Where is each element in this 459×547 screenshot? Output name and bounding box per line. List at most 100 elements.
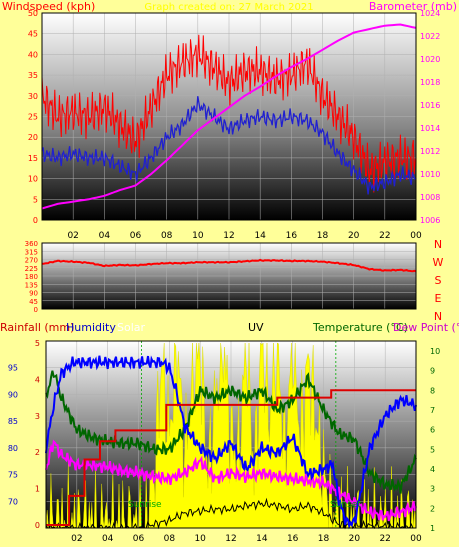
wind-y-tick: 50: [28, 9, 38, 18]
humidity-y-tick: 90: [8, 390, 18, 399]
rain-temp-x-tick: 14: [256, 534, 268, 543]
wind-y-tick: 45: [28, 30, 38, 39]
wind-x-tick: 12: [223, 231, 234, 241]
wind-frame: [41, 12, 417, 221]
dew-point-line: [45, 439, 417, 522]
baro-y-tick: 1022: [420, 32, 440, 41]
wind-x-tick: 08: [161, 231, 173, 241]
windspeed-axis-label: Windspeed (kph): [2, 0, 95, 13]
direction-y-tick: 90: [29, 290, 38, 298]
compass-label: E: [435, 292, 442, 305]
rainfall-legend: Rainfall (mm): [0, 321, 74, 334]
compass-label: N: [434, 238, 442, 251]
wind-x-tick: 22: [379, 231, 390, 241]
rain-temp-x-tick: 02: [71, 534, 82, 543]
wind-y-tick: 10: [28, 175, 38, 184]
rainfall-line: [46, 389, 416, 526]
wind-y-tick: 5: [33, 195, 38, 204]
baro-y-tick: 1014: [420, 124, 440, 133]
rain-temp-x-tick: 18: [318, 534, 330, 543]
rain-temp-x-tick: 20: [349, 534, 361, 543]
humidity-legend: Humidity: [66, 321, 116, 334]
rain-temp-x-tick: 12: [225, 534, 236, 543]
wind-direction-line: [42, 258, 417, 273]
rain-temp-series: [45, 341, 417, 530]
baro-y-tick: 1008: [420, 193, 440, 202]
gust-line: [41, 34, 417, 193]
wind-x-tick: 16: [286, 231, 298, 241]
wind-y-tick: 30: [28, 92, 38, 101]
temp-y-tick: 10: [430, 347, 440, 356]
temp-y-tick: 9: [430, 367, 435, 376]
baro-y-tick: 1010: [420, 170, 440, 179]
temp-y-tick: 7: [430, 406, 435, 415]
temp-y-tick: 1: [430, 524, 435, 533]
direction-y-tick: 45: [29, 298, 38, 306]
rain-temp-x-tick: 08: [164, 534, 176, 543]
direction-y-tick: 360: [25, 240, 38, 248]
baro-y-tick: 1016: [420, 101, 440, 110]
temperature-legend: Temperature (°C): [312, 321, 408, 334]
rain-temp-x-tick: 06: [133, 534, 145, 543]
temp-y-tick: 8: [430, 386, 435, 395]
wind-x-tick: 06: [130, 231, 142, 241]
uv-legend: UV: [248, 321, 264, 334]
wind-x-tick: 04: [99, 231, 111, 241]
wind-y-tick: 15: [28, 154, 38, 163]
wind-y-tick: 40: [28, 50, 38, 59]
graph-title: Graph created on: 27 March 2021: [144, 2, 313, 13]
rain-y-tick: 5: [35, 339, 40, 348]
rain-temp-x-tick: 10: [194, 534, 206, 543]
compass-label: S: [435, 274, 442, 287]
humidity-line: [45, 355, 417, 530]
temp-y-tick: 3: [430, 485, 435, 494]
baro-y-tick: 1006: [420, 216, 440, 225]
baro-y-tick: 1018: [420, 78, 440, 87]
rain-temp-x-tick: 04: [102, 534, 114, 543]
wind-x-tick: 20: [348, 231, 360, 241]
wind-y-tick: 0: [33, 216, 38, 225]
temp-y-tick: 6: [430, 426, 435, 435]
direction-y-tick: 180: [25, 273, 38, 281]
wind-x-tick: 02: [67, 231, 78, 241]
wind-x-tick: 00: [410, 231, 422, 241]
wind-x-tick: 14: [254, 231, 266, 241]
sunrise-label: Sunrise: [128, 500, 162, 510]
humidity-y-tick: 85: [8, 417, 18, 426]
sunset-label: Sunset: [330, 500, 361, 510]
direction-y-tick: 225: [25, 265, 38, 273]
rain-y-tick: 1: [35, 485, 40, 494]
compass-label: N: [434, 310, 442, 323]
wind-y-tick: 20: [28, 133, 38, 142]
baro-y-tick: 1012: [420, 147, 440, 156]
temp-y-tick: 5: [430, 445, 435, 454]
wind-axes: 0510152025303540455010061008101010121014…: [28, 9, 441, 241]
rain-y-tick: 2: [35, 448, 40, 457]
baro-y-tick: 1024: [420, 9, 440, 18]
rain-temp-frame: [45, 340, 417, 529]
direction-frame: [41, 242, 417, 310]
barometer-axis-label: Barometer (mb): [369, 0, 457, 13]
humidity-y-tick: 75: [8, 471, 18, 480]
rain-temp-x-tick: 00: [410, 534, 422, 543]
rain-y-tick: 0: [35, 521, 40, 530]
humidity-y-tick: 70: [8, 497, 18, 506]
wind-y-tick: 35: [28, 71, 38, 80]
direction-y-tick: 135: [25, 281, 38, 289]
humidity-y-tick: 95: [8, 364, 18, 373]
wind-y-tick: 25: [28, 113, 38, 122]
wind-x-tick: 10: [192, 231, 204, 241]
rain-y-tick: 3: [35, 412, 40, 421]
temp-y-tick: 4: [430, 465, 435, 474]
wind-x-tick: 18: [317, 231, 329, 241]
dew-point-legend: Dew Point (°C): [393, 321, 459, 334]
barometer-line: [41, 23, 417, 210]
direction-y-tick: 315: [25, 248, 38, 256]
baro-y-tick: 1020: [420, 55, 440, 64]
average-wind-line: [41, 96, 417, 195]
rain-temp-x-tick: 22: [379, 534, 390, 543]
